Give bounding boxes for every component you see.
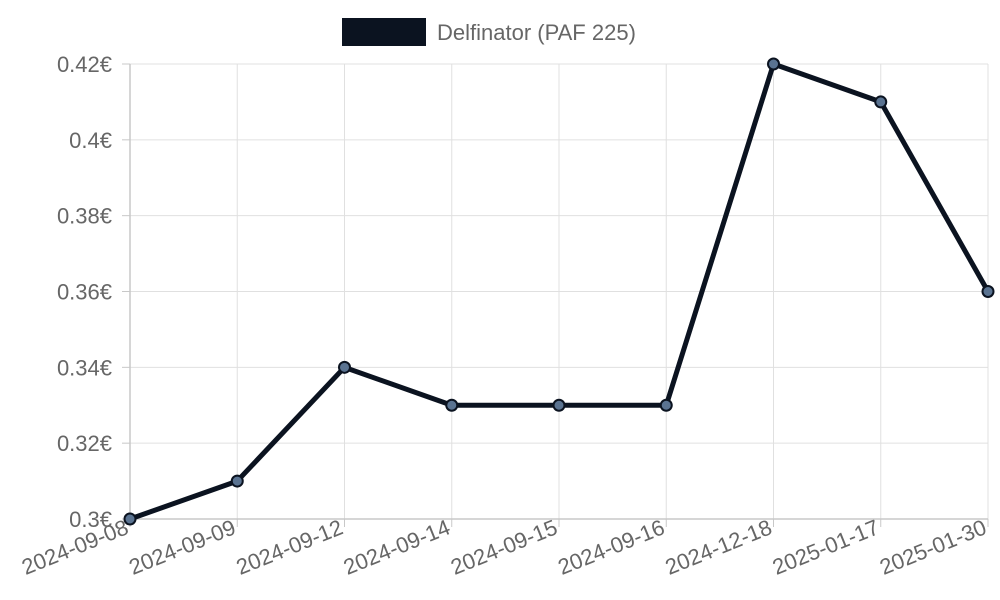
x-tick-label: 2024-09-09 [125, 514, 239, 579]
data-point[interactable] [767, 57, 780, 71]
y-tick-label: 0.34€ [57, 355, 112, 380]
legend-label[interactable]: Delfinator (PAF 225) [437, 20, 636, 45]
data-point[interactable] [445, 398, 459, 412]
x-tick-label: 2025-01-30 [876, 514, 990, 579]
grid-layer [129, 63, 989, 520]
data-point[interactable] [659, 398, 673, 412]
data-point[interactable] [981, 285, 995, 298]
x-tick-label: 2024-09-14 [340, 514, 454, 579]
y-tick-label: 0.36€ [57, 280, 112, 305]
y-tick-label: 0.42€ [57, 52, 112, 77]
x-tick-label: 2024-09-15 [447, 514, 561, 579]
data-point[interactable] [230, 474, 244, 488]
y-tick-label: 0.32€ [57, 431, 112, 456]
legend[interactable]: Delfinator (PAF 225) [342, 18, 636, 46]
data-point[interactable] [338, 360, 351, 374]
data-point[interactable] [123, 512, 137, 526]
axis-layer: 0.3€ 0.32€ 0.34€ 0.36€ 0.38€ 0.4€ 0.42€ 2024-09… [18, 52, 990, 580]
data-point[interactable] [874, 95, 888, 109]
y-tick-label: 0.4€ [69, 128, 112, 153]
y-tick-label: 0.3€ [69, 507, 112, 532]
legend-swatch[interactable] [342, 18, 426, 46]
x-tick-label: 2024-09-16 [554, 514, 668, 579]
series-layer [123, 57, 995, 526]
y-tick-label: 0.38€ [57, 204, 112, 229]
data-point[interactable] [552, 398, 566, 412]
x-tick-label: 2024-12-18 [662, 514, 776, 579]
x-tick-label: 2024-09-12 [233, 514, 347, 579]
x-tick-label: 2025-01-17 [769, 514, 883, 579]
